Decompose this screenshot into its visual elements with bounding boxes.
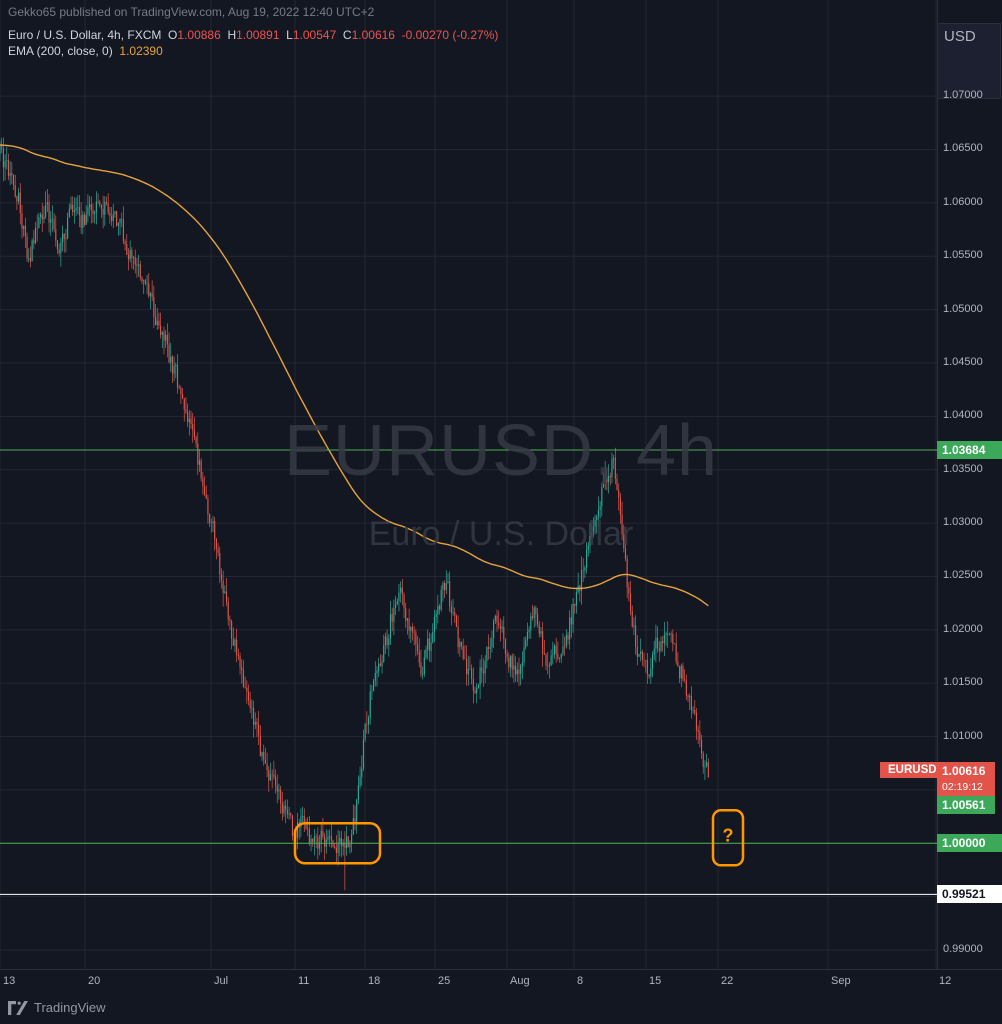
svg-text:?: ? — [723, 825, 734, 845]
